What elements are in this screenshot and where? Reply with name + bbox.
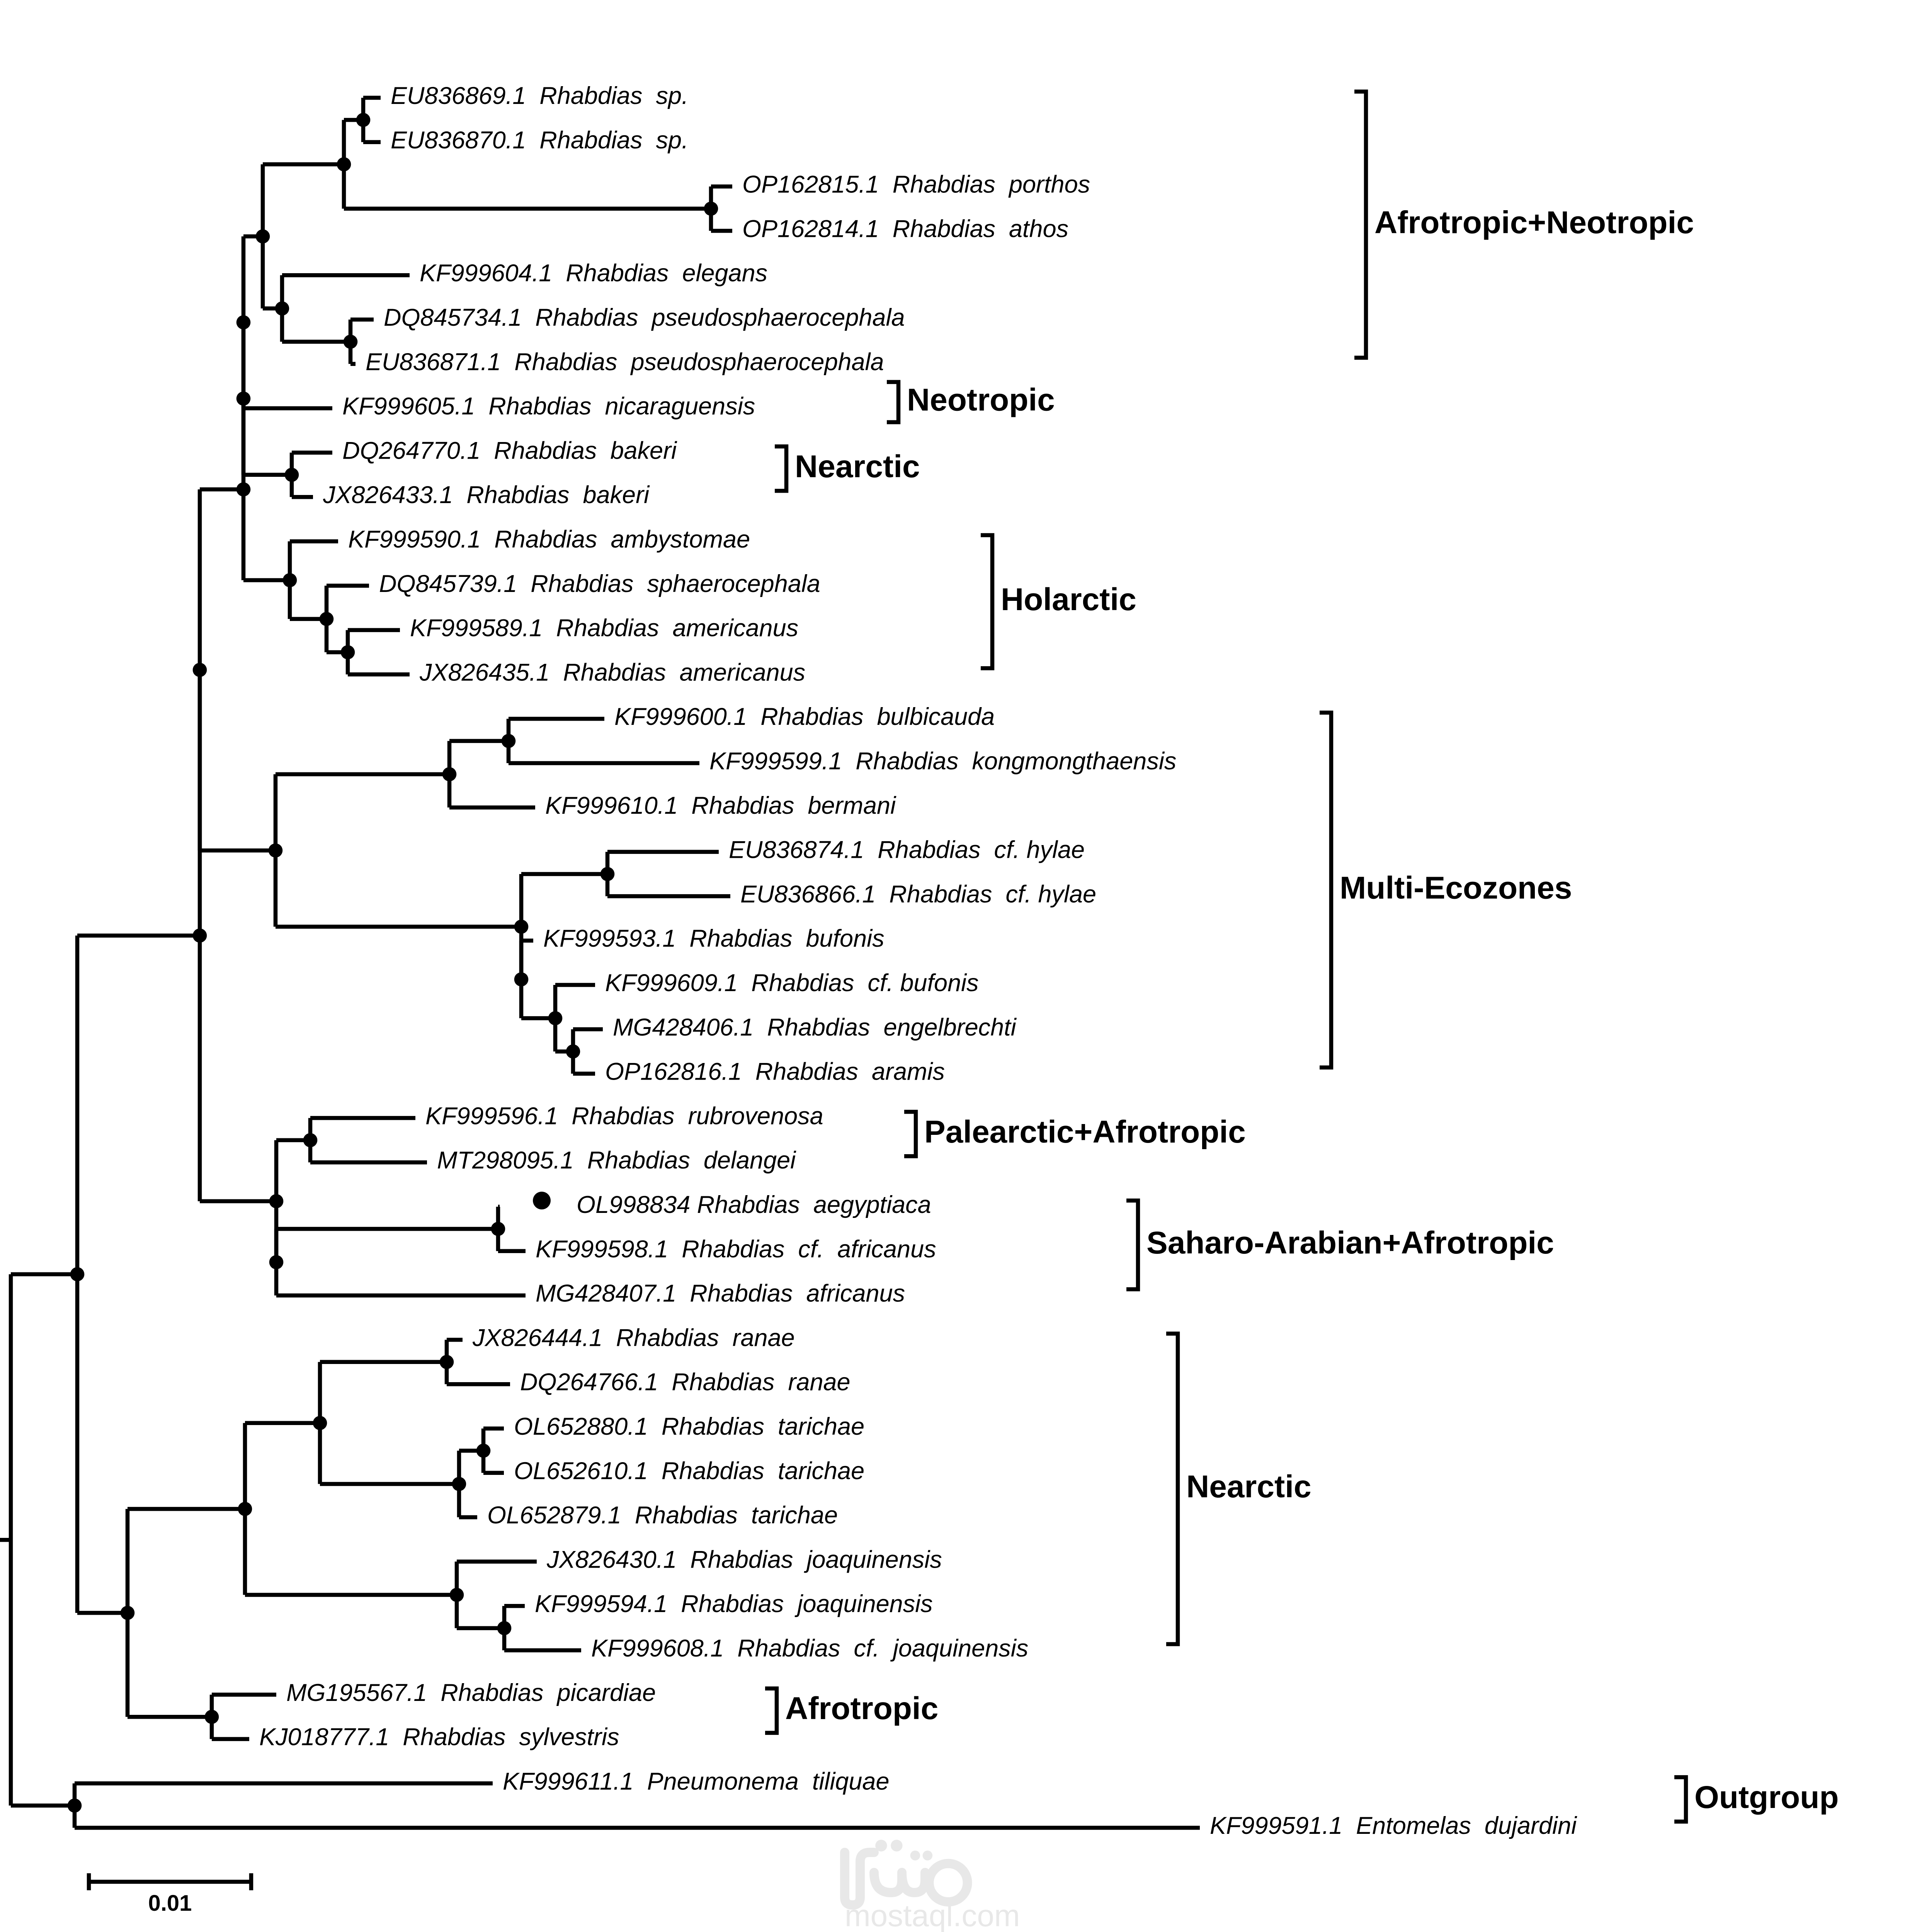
- svg-text:0.01: 0.01: [148, 1891, 192, 1916]
- svg-text:OP162815.1 Rhabdias porthos: OP162815.1 Rhabdias porthos: [742, 171, 1090, 198]
- svg-text:Nearctic: Nearctic: [795, 449, 920, 484]
- svg-text:Afrotropic+Neotropic: Afrotropic+Neotropic: [1374, 205, 1694, 240]
- svg-text:KF999590.1 Rhabdias ambystom: KF999590.1 Rhabdias ambystomae: [348, 526, 750, 553]
- svg-text:KF999594.1 Rhabdias joaquine: KF999594.1 Rhabdias joaquinensis: [535, 1590, 933, 1617]
- svg-text:KF999593.1 Rhabdias bufonis: KF999593.1 Rhabdias bufonis: [543, 925, 885, 952]
- svg-text:Holarctic: Holarctic: [1001, 582, 1136, 617]
- svg-text:Outgroup: Outgroup: [1694, 1780, 1839, 1815]
- svg-text:EU836866.1 Rhabdias cf. hyla: EU836866.1 Rhabdias cf. hylae: [740, 881, 1096, 908]
- svg-text:DQ845739.1 Rhabdias sphaeroc: DQ845739.1 Rhabdias sphaerocephala: [379, 570, 820, 597]
- svg-text:mostaql.com: mostaql.com: [845, 1898, 1020, 1932]
- svg-text:Nearctic: Nearctic: [1186, 1469, 1311, 1504]
- svg-text:Afrotropic: Afrotropic: [785, 1691, 938, 1726]
- svg-text:MG195567.1 Rhabdias picardia: MG195567.1 Rhabdias picardiae: [286, 1679, 656, 1706]
- svg-text:KF999610.1 Rhabdias bermani: KF999610.1 Rhabdias bermani: [545, 792, 896, 819]
- svg-text:MT298095.1 Rhabdias delangei: MT298095.1 Rhabdias delangei: [437, 1147, 796, 1174]
- svg-text:Saharo-Arabian+Afrotropic: Saharo-Arabian+Afrotropic: [1146, 1225, 1554, 1260]
- svg-text:MG428406.1 Rhabdias engelbre: MG428406.1 Rhabdias engelbrechti: [613, 1014, 1017, 1041]
- svg-text:Multi-Ecozones: Multi-Ecozones: [1340, 870, 1572, 905]
- svg-text:EU836870.1 Rhabdias sp.: EU836870.1 Rhabdias sp.: [391, 127, 689, 154]
- svg-text:KF999608.1 Rhabdias cf. joa: KF999608.1 Rhabdias cf. joaquinensis: [591, 1635, 1028, 1662]
- svg-text:OL652880.1 Rhabdias tarichae: OL652880.1 Rhabdias tarichae: [514, 1413, 864, 1440]
- svg-text:DQ264770.1 Rhabdias bakeri: DQ264770.1 Rhabdias bakeri: [342, 437, 677, 464]
- svg-text:KF999596.1 Rhabdias rubroven: KF999596.1 Rhabdias rubrovenosa: [425, 1102, 823, 1129]
- svg-text:Neotropic: Neotropic: [907, 383, 1055, 418]
- svg-text:JX826435.1 Rhabdias american: JX826435.1 Rhabdias americanus: [419, 659, 805, 686]
- svg-text:EU836869.1 Rhabdias sp.: EU836869.1 Rhabdias sp.: [391, 82, 689, 109]
- svg-text:OL652879.1 Rhabdias tarichae: OL652879.1 Rhabdias tarichae: [487, 1502, 838, 1529]
- svg-text:OL652610.1 Rhabdias tarichae: OL652610.1 Rhabdias tarichae: [514, 1458, 864, 1485]
- svg-text:MG428407.1 Rhabdias africanu: MG428407.1 Rhabdias africanus: [536, 1280, 905, 1307]
- svg-text:KF999599.1 Rhabdias kongmong: KF999599.1 Rhabdias kongmongthaensis: [709, 748, 1176, 775]
- svg-text:KF999591.1 Entomelas dujardi: KF999591.1 Entomelas dujardini: [1210, 1812, 1577, 1839]
- svg-text:KF999598.1 Rhabdias cf. afr: KF999598.1 Rhabdias cf. africanus: [536, 1236, 936, 1263]
- svg-text:OL998834 Rhabdias aegyptiaca: OL998834 Rhabdias aegyptiaca: [577, 1191, 931, 1218]
- svg-text:Palearctic+Afrotropic: Palearctic+Afrotropic: [924, 1114, 1246, 1150]
- svg-text:DQ845734.1 Rhabdias pseudosp: DQ845734.1 Rhabdias pseudosphaerocephala: [384, 304, 905, 331]
- svg-text:JX826430.1 Rhabdias joaquine: JX826430.1 Rhabdias joaquinensis: [546, 1546, 942, 1573]
- svg-text:EU836871.1 Rhabdias pseudosp: EU836871.1 Rhabdias pseudosphaerocephala: [366, 349, 884, 376]
- svg-text:KJ018777.1 Rhabdias sylvestr: KJ018777.1 Rhabdias sylvestris: [259, 1724, 619, 1751]
- svg-text:KF999609.1 Rhabdias cf. bufo: KF999609.1 Rhabdias cf. bufonis: [605, 969, 979, 997]
- svg-text:OP162816.1 Rhabdias aramis: OP162816.1 Rhabdias aramis: [605, 1058, 945, 1085]
- svg-text:KF999600.1 Rhabdias bulbicau: KF999600.1 Rhabdias bulbicauda: [614, 703, 995, 730]
- svg-text:KF999611.1 Pneumonema tiliqu: KF999611.1 Pneumonema tiliquae: [503, 1768, 890, 1795]
- svg-text:JX826444.1 Rhabdias ranae: JX826444.1 Rhabdias ranae: [472, 1324, 795, 1351]
- svg-text:OP162814.1 Rhabdias athos: OP162814.1 Rhabdias athos: [742, 215, 1068, 242]
- svg-text:JX826433.1 Rhabdias bakeri: JX826433.1 Rhabdias bakeri: [323, 481, 650, 509]
- svg-text:EU836874.1 Rhabdias cf. hyla: EU836874.1 Rhabdias cf. hylae: [729, 837, 1085, 864]
- svg-text:KF999605.1 Rhabdias nicaragu: KF999605.1 Rhabdias nicaraguensis: [342, 393, 755, 420]
- svg-text:DQ264766.1 Rhabdias ranae: DQ264766.1 Rhabdias ranae: [520, 1369, 850, 1396]
- svg-text:KF999589.1 Rhabdias american: KF999589.1 Rhabdias americanus: [410, 615, 798, 642]
- svg-text:KF999604.1 Rhabdias elegans: KF999604.1 Rhabdias elegans: [420, 260, 767, 287]
